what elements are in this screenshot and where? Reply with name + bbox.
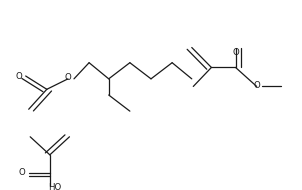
Text: O: O bbox=[65, 73, 71, 82]
Text: O: O bbox=[19, 168, 25, 177]
Text: HO: HO bbox=[48, 183, 61, 190]
Text: O: O bbox=[232, 48, 239, 57]
Text: O: O bbox=[254, 81, 261, 90]
Text: O: O bbox=[16, 72, 22, 82]
